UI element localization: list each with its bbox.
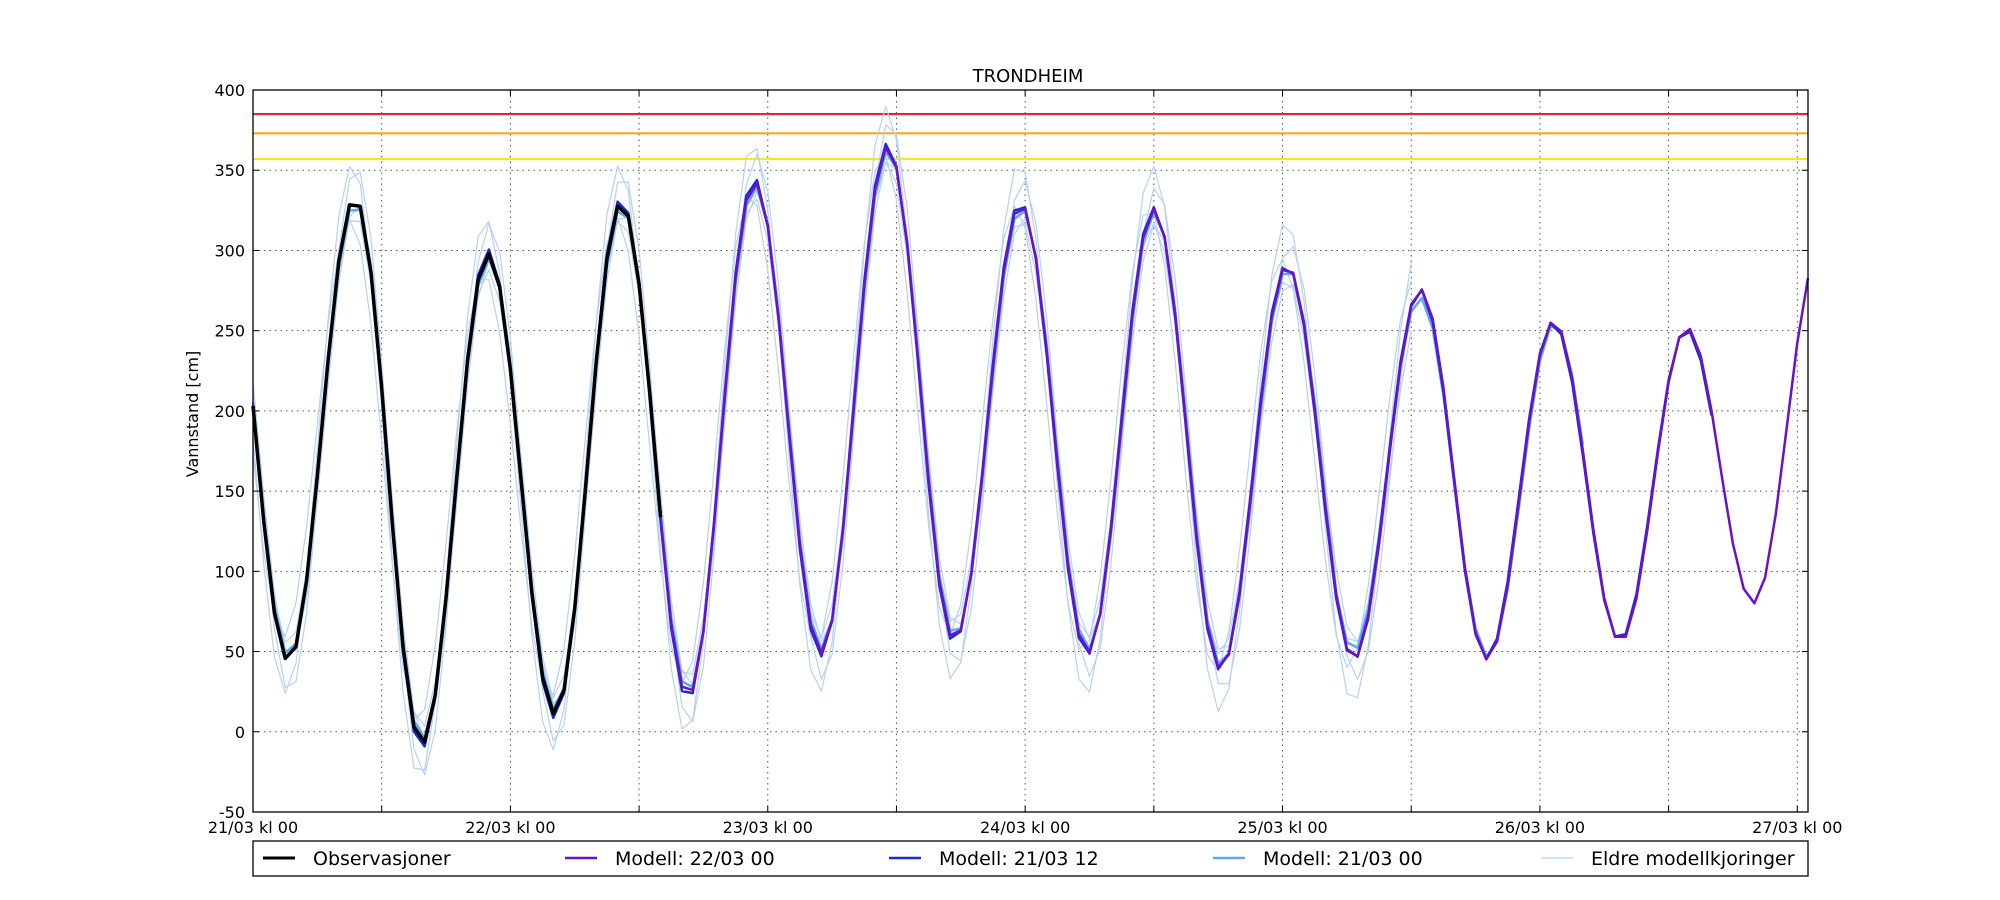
x-tick-label: 24/03 kl 00 xyxy=(980,818,1070,837)
legend-label: Eldre modellkjoringer xyxy=(1591,848,1795,870)
y-tick-label: 50 xyxy=(225,643,245,662)
legend-label: Modell: 21/03 00 xyxy=(1263,848,1423,870)
series-line xyxy=(252,124,1412,776)
grid xyxy=(253,90,1808,812)
series-line xyxy=(509,145,1810,715)
legend-label: Modell: 22/03 00 xyxy=(615,848,775,870)
y-tick-label: 200 xyxy=(214,402,245,421)
series-line xyxy=(251,150,1585,740)
x-tick-label: 27/03 kl 00 xyxy=(1752,818,1842,837)
y-tick-label: 150 xyxy=(214,482,245,501)
x-tick-label: 23/03 kl 00 xyxy=(723,818,813,837)
x-tick-label: 26/03 kl 00 xyxy=(1495,818,1585,837)
y-axis-label: Vannstand [cm] xyxy=(183,351,202,477)
y-tick-label: 400 xyxy=(214,81,245,100)
y-tick-label: -50 xyxy=(219,803,245,822)
series-line xyxy=(380,142,1713,748)
legend: Observasjoner Modell: 22/03 00 Modell: 21/… xyxy=(252,840,1809,877)
chart-title: TRONDHEIM xyxy=(972,66,1084,87)
legend-label: Modell: 21/03 12 xyxy=(939,848,1099,870)
y-tick-label: 0 xyxy=(235,723,245,742)
y-tick-label: 350 xyxy=(214,161,245,180)
series-lines xyxy=(251,105,1810,776)
y-tick-label: 300 xyxy=(214,241,245,260)
y-tick-label: 100 xyxy=(214,562,245,581)
series-line xyxy=(251,203,663,744)
x-tick-label: 25/03 kl 00 xyxy=(1237,818,1327,837)
y-tick-label: 250 xyxy=(214,322,245,341)
plot-frame xyxy=(252,89,1809,813)
x-tick-label: 21/03 kl 00 xyxy=(208,818,298,837)
x-tick-label: 22/03 kl 00 xyxy=(465,818,555,837)
series-line xyxy=(252,154,1412,721)
series-line xyxy=(252,105,1412,771)
axis-ticks: -50 0 50 100 150 200 250 300 350 400 21/03 kl 00 22… xyxy=(208,81,1843,837)
legend-label: Observasjoner xyxy=(313,848,451,870)
threshold-lines xyxy=(253,112,1808,161)
